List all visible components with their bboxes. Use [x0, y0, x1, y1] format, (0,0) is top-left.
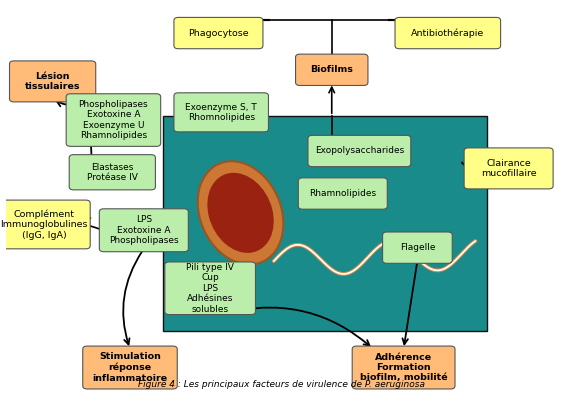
Text: Antibiothérapie: Antibiothérapie [411, 28, 484, 38]
Text: Exoenzyme S, T
Rhomnolipides: Exoenzyme S, T Rhomnolipides [186, 103, 257, 122]
Text: Exopolysaccharides: Exopolysaccharides [315, 147, 404, 155]
Text: Complément
Immunoglobulines
(IgG, IgA): Complément Immunoglobulines (IgG, IgA) [1, 209, 88, 240]
Text: Rhamnolipides: Rhamnolipides [309, 189, 376, 198]
FancyBboxPatch shape [352, 346, 455, 389]
Text: Pili type IV
Cup
LPS
Adhésines
solubles: Pili type IV Cup LPS Adhésines solubles [186, 263, 234, 313]
Text: Lésion
tissulaires: Lésion tissulaires [25, 72, 81, 91]
FancyBboxPatch shape [10, 61, 96, 102]
FancyBboxPatch shape [0, 200, 90, 249]
FancyBboxPatch shape [382, 232, 452, 263]
FancyBboxPatch shape [69, 155, 156, 190]
FancyBboxPatch shape [395, 18, 501, 49]
FancyBboxPatch shape [464, 148, 553, 189]
FancyBboxPatch shape [308, 136, 411, 166]
FancyBboxPatch shape [174, 18, 263, 49]
FancyBboxPatch shape [165, 262, 255, 315]
Text: Flagelle: Flagelle [400, 243, 435, 252]
Text: Phospholipases
Exotoxine A
Exoenzyme U
Rhamnolipides: Phospholipases Exotoxine A Exoenzyme U R… [78, 100, 148, 140]
FancyBboxPatch shape [99, 209, 188, 252]
Text: Clairance
mucofillaire: Clairance mucofillaire [481, 159, 536, 178]
Text: Stimulation
réponse
inflammatoire: Stimulation réponse inflammatoire [92, 352, 168, 383]
Ellipse shape [198, 161, 283, 265]
Text: LPS
Exotoxine A
Phospholipases: LPS Exotoxine A Phospholipases [109, 215, 179, 245]
FancyBboxPatch shape [174, 93, 268, 132]
FancyBboxPatch shape [163, 116, 487, 331]
FancyBboxPatch shape [83, 346, 177, 389]
Ellipse shape [208, 173, 274, 253]
FancyBboxPatch shape [298, 178, 387, 209]
FancyBboxPatch shape [66, 94, 161, 147]
Text: Phagocytose: Phagocytose [188, 28, 249, 37]
Text: Elastases
Protéase IV: Elastases Protéase IV [87, 162, 138, 182]
Text: Figure 4 : Les principaux facteurs de virulence de P. aeruginosa: Figure 4 : Les principaux facteurs de vi… [139, 380, 425, 389]
FancyBboxPatch shape [296, 54, 368, 85]
Text: Adhérence
Formation
biofilm, mobilité: Adhérence Formation biofilm, mobilité [360, 352, 447, 383]
Text: Biofilms: Biofilms [310, 65, 353, 74]
